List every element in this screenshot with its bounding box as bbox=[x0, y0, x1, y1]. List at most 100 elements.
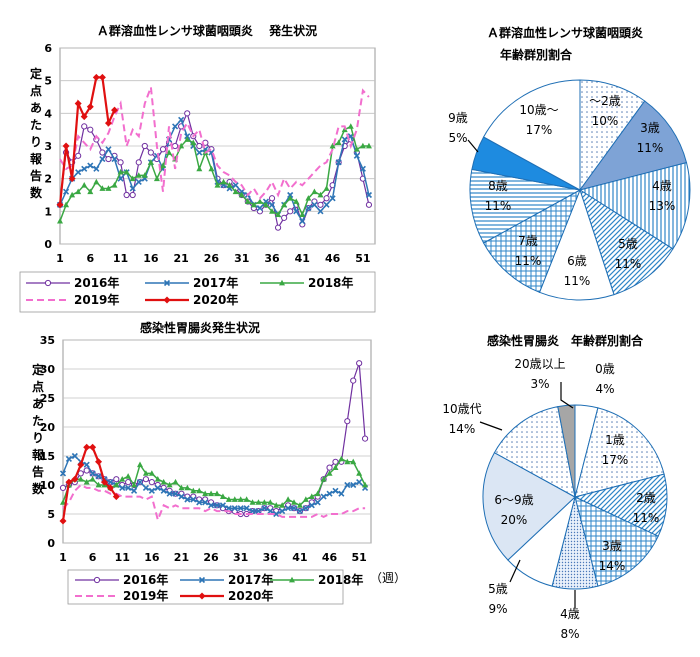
data-point bbox=[136, 479, 144, 486]
x-tick-label: 21 bbox=[174, 551, 189, 564]
data-point bbox=[311, 188, 318, 195]
x-tick-label: 31 bbox=[234, 252, 249, 265]
data-point bbox=[80, 113, 88, 121]
data-point bbox=[225, 496, 232, 502]
y-axis-label-char: た bbox=[30, 118, 42, 132]
data-point bbox=[243, 496, 250, 502]
pie-slice-percent: 11% bbox=[515, 254, 542, 268]
data-point bbox=[293, 208, 300, 215]
gastro-line-title: 感染性胃腸炎発生状況 bbox=[140, 320, 260, 335]
y-tick-label: 1 bbox=[44, 205, 52, 218]
x-tick-label: 16 bbox=[144, 551, 160, 564]
legend-item-2018年: 2018年 bbox=[260, 275, 353, 290]
y-axis-label-char: り bbox=[30, 135, 42, 149]
data-point bbox=[255, 508, 262, 515]
data-point bbox=[71, 452, 78, 460]
x-tick-label: 41 bbox=[292, 551, 307, 564]
data-point bbox=[329, 142, 336, 149]
legend-label: 2019年 bbox=[123, 588, 168, 603]
data-point bbox=[160, 487, 167, 494]
data-point bbox=[89, 470, 96, 477]
gastro-x-axis-label: （週） bbox=[370, 571, 406, 585]
data-point bbox=[273, 510, 280, 518]
data-point bbox=[111, 156, 118, 163]
legend-label: 2018年 bbox=[308, 275, 353, 290]
data-point bbox=[98, 73, 106, 81]
data-point bbox=[159, 146, 167, 153]
data-point bbox=[148, 479, 155, 486]
data-point bbox=[317, 201, 324, 208]
pie-slice-label: ～2歳 bbox=[589, 94, 621, 108]
pie-slice-percent: 14% bbox=[599, 559, 626, 573]
data-point bbox=[350, 481, 357, 489]
data-point bbox=[141, 142, 148, 150]
data-point bbox=[365, 191, 373, 199]
data-point bbox=[100, 478, 108, 486]
data-point bbox=[75, 169, 82, 176]
data-point bbox=[261, 499, 268, 505]
pie-slice bbox=[482, 188, 581, 293]
pie-slice-label: 7歳 bbox=[518, 234, 538, 248]
data-point bbox=[62, 188, 70, 195]
y-axis-label-char: り bbox=[32, 431, 44, 445]
data-point bbox=[190, 496, 197, 503]
y-axis-label-char: た bbox=[32, 414, 44, 428]
leader-line bbox=[560, 382, 574, 409]
data-point bbox=[323, 201, 330, 208]
legend-item-2016年: 2016年 bbox=[75, 572, 168, 587]
data-point bbox=[75, 188, 82, 195]
data-point bbox=[287, 208, 294, 215]
x-tick-label: 6 bbox=[86, 252, 94, 265]
data-point bbox=[225, 505, 232, 512]
data-point bbox=[243, 505, 250, 512]
data-point bbox=[238, 191, 245, 198]
data-point bbox=[268, 201, 276, 208]
pie-slice bbox=[574, 496, 659, 587]
data-point bbox=[308, 502, 315, 509]
data-point bbox=[320, 476, 327, 482]
data-point bbox=[137, 461, 143, 468]
pie-slice bbox=[538, 188, 615, 301]
data-point bbox=[338, 490, 345, 497]
data-point bbox=[332, 464, 339, 470]
pie-slice-label: 10歳代 bbox=[442, 402, 481, 416]
data-point bbox=[281, 201, 288, 208]
data-point bbox=[125, 484, 132, 491]
legend-marker bbox=[289, 576, 295, 583]
data-point bbox=[160, 478, 167, 485]
data-point bbox=[184, 133, 191, 140]
y-axis-label-char: あ bbox=[30, 101, 42, 115]
data-point bbox=[356, 479, 363, 486]
pie-label-0歳: 0歳4% bbox=[595, 362, 615, 396]
legend-item-2016年: 2016年 bbox=[26, 275, 119, 290]
legend-item-2020年: 2020年 bbox=[145, 292, 238, 307]
y-axis-label-char: あ bbox=[32, 397, 44, 411]
data-point bbox=[256, 198, 263, 204]
data-point bbox=[113, 481, 120, 488]
series-2020年 bbox=[59, 443, 120, 525]
legend-marker bbox=[44, 279, 52, 287]
data-point bbox=[255, 499, 262, 505]
series-line bbox=[62, 363, 366, 515]
data-point bbox=[320, 493, 327, 500]
series-2019年 bbox=[62, 483, 366, 523]
pie-slice-percent: 17% bbox=[602, 453, 629, 467]
data-point bbox=[135, 159, 142, 166]
series-line bbox=[62, 457, 366, 507]
legend-item-2017年: 2017年 bbox=[180, 572, 273, 587]
data-point bbox=[83, 461, 90, 468]
data-point bbox=[269, 208, 276, 214]
data-point bbox=[184, 110, 191, 117]
pie-slice-percent: 3% bbox=[530, 377, 549, 391]
gastro-series bbox=[59, 360, 369, 525]
data-point bbox=[62, 142, 70, 150]
pie-slice bbox=[574, 407, 665, 498]
x-tick-label: 26 bbox=[204, 252, 220, 265]
strep-pie-title-line1: Ａ群溶血性レンサ球菌咽頭炎 bbox=[487, 25, 643, 40]
data-point bbox=[172, 478, 179, 485]
data-point bbox=[93, 178, 100, 185]
